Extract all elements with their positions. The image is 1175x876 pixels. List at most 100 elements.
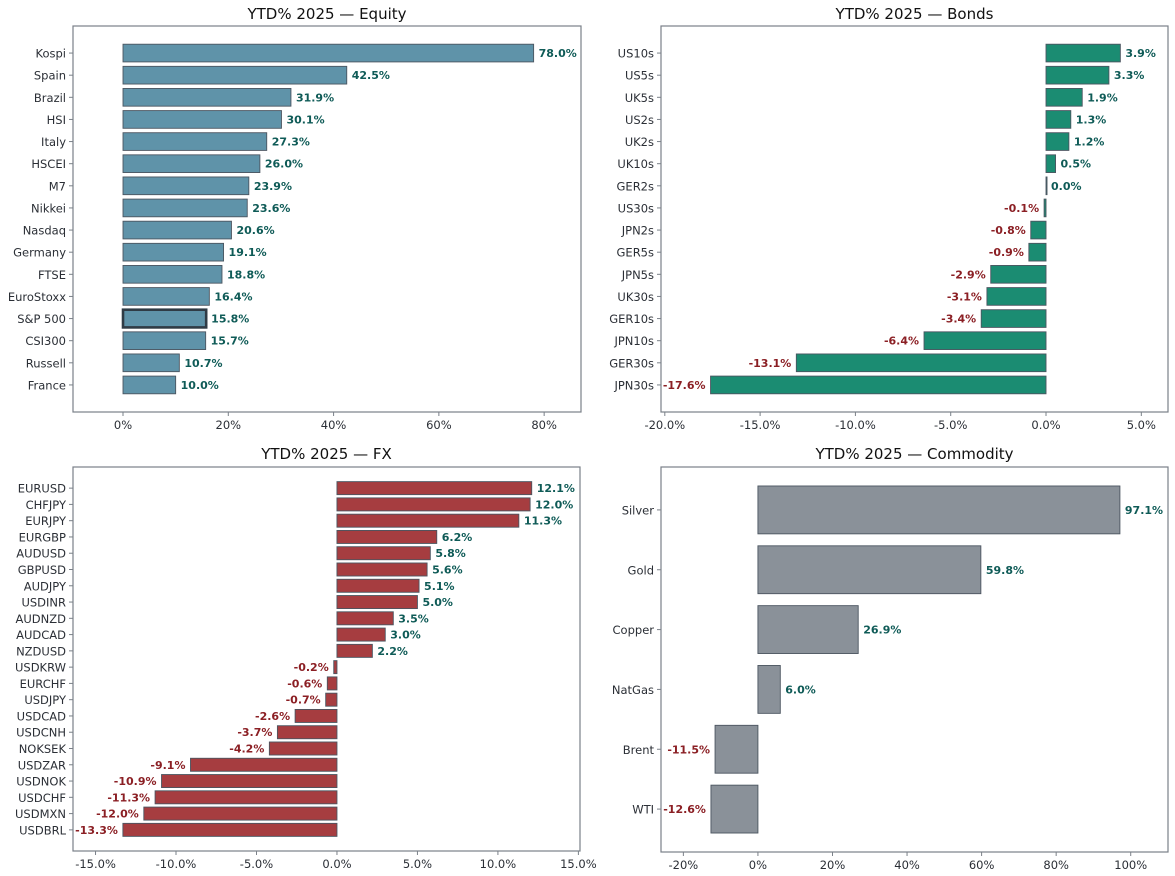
fx-category-label: AUDCAD [16,628,66,642]
commodity-category-label: Copper [613,623,655,637]
fx-value-label: 5.8% [435,547,466,560]
fx-xtick-label: -15.0% [75,857,116,871]
bonds-value-label: -2.9% [951,268,986,281]
fx-value-label: -13.3% [75,824,118,837]
equity-title: YTD% 2025 — Equity [246,5,406,23]
equity-value-label: 10.7% [184,357,222,370]
fx-value-label: -11.3% [107,791,150,804]
bonds-xtick-label: 0.0% [1031,418,1060,432]
bonds-value-label: 1.2% [1074,136,1105,149]
fx-value-label: 11.3% [524,515,562,528]
fx-value-label: -4.2% [229,743,264,756]
bonds-category-label: GER5s [617,246,654,260]
bonds-value-label: -0.8% [991,224,1026,237]
equity-value-label: 15.7% [211,335,249,348]
bonds-category-label: GER10s [609,312,654,326]
commodity-value-label: 97.1% [1125,504,1163,517]
fx-category-label: GBPUSD [18,563,66,577]
fx-category-label: USDMXN [15,807,66,821]
equity-category-label: France [28,378,66,392]
bonds-value-label: 3.9% [1125,47,1156,60]
equity-category-label: Nikkei [31,201,66,215]
fx-category-label: CHFJPY [26,498,67,512]
bonds-category-label: JPN5s [621,268,654,282]
fx-category-label: USDBRL [19,823,66,837]
fx-category-label: USDNOK [16,775,66,789]
fx-bar [326,676,338,691]
equity-value-label: 20.6% [236,224,274,237]
fx-bar [336,513,520,528]
bonds-xtick-label: -5.0% [934,418,967,432]
equity-category-label: HSCEI [31,157,66,171]
equity-bar [122,43,535,63]
fx-category-label: USDINR [21,596,66,610]
commodity-bar [757,605,859,654]
bonds-bar [1028,242,1047,262]
bonds-value-label: 0.0% [1051,180,1082,193]
commodity-category-label: Brent [623,743,655,757]
equity-xtick-label: 40% [321,418,347,432]
equity-category-label: Spain [34,69,66,83]
bonds-category-label: UK30s [617,290,654,304]
equity-category-label: CSI300 [25,334,66,348]
equity-bar [122,287,210,306]
equity-category-label: M7 [49,179,66,193]
equity-xtick-label: 60% [426,418,452,432]
commodity-xtick-label: -20% [669,858,699,872]
bonds-bar [710,375,1047,395]
bonds-xtick-label: -15.0% [740,418,781,432]
equity-category-label: FTSE [38,268,66,282]
bonds-value-label: -3.1% [947,290,982,303]
fx-value-label: -3.7% [237,726,272,739]
fx-value-label: -9.1% [150,759,185,772]
equity-bar [122,65,348,85]
fx-bar [154,790,338,805]
fx-bar [336,481,533,496]
bonds-bar [1043,198,1047,218]
fx-bar [336,529,438,544]
bonds-category-label: GER30s [609,356,654,370]
fx-category-label: NOKSEK [19,742,67,756]
fx-bar [143,806,338,821]
equity-value-label: 18.8% [227,268,265,281]
commodity-bar [714,724,759,774]
fx-value-label: 5.0% [422,596,453,609]
equity-bar [122,176,250,196]
fx-bar [336,578,420,593]
bonds-value-label: -13.1% [749,357,792,370]
commodity-title: YTD% 2025 — Commodity [814,445,1013,463]
bonds-bar [990,265,1047,284]
commodity-category-label: Gold [628,563,654,577]
equity-category-label: EuroStoxx [8,290,66,304]
bonds-category-label: JPN30s [613,378,654,392]
bonds-category-label: US10s [618,47,654,61]
bonds-category-label: US5s [625,69,654,83]
fx-bar [294,708,338,723]
fx-category-label: NZDUSD [16,644,66,658]
bonds-xtick-label: -20.0% [644,418,685,432]
equity-xtick-label: 20% [216,418,242,432]
commodity-xtick-label: 100% [1114,858,1147,872]
equity-value-label: 23.9% [254,180,292,193]
fx-bar [336,643,373,658]
fx-value-label: -12.0% [96,808,139,821]
fx-xtick-label: 5.0% [403,857,432,871]
fx-value-label: 12.1% [537,482,575,495]
commodity-category-label: NatGas [612,683,654,697]
equity-value-label: 16.4% [214,290,252,303]
bonds-category-label: JPN10s [613,334,654,348]
commodity-bar [710,784,759,834]
fx-category-label: USDKRW [15,661,66,675]
bonds-bar [1045,43,1121,63]
fx-bar [336,562,428,577]
bonds-category-label: UK5s [625,91,654,105]
commodity-value-label: 26.9% [863,624,901,637]
equity-bar [122,331,207,350]
bonds-category-label: UK2s [625,135,654,149]
commodity-category-label: WTI [632,803,654,817]
commodity-value-label: 6.0% [785,683,816,696]
fx-value-label: 3.5% [398,612,429,625]
equity-value-label: 78.0% [539,47,577,60]
commodity-bar [757,545,982,595]
bonds-title: YTD% 2025 — Bonds [835,5,994,23]
